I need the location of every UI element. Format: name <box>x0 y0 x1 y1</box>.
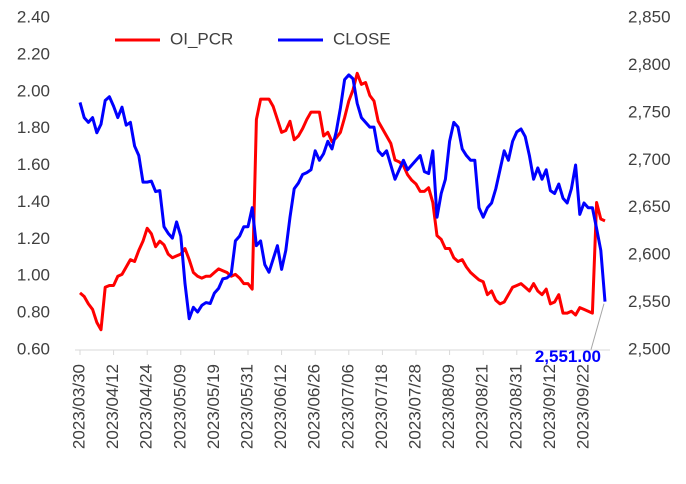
x-tick-label: 2023/09/12 <box>540 364 559 449</box>
y2-tick-label: 2,550 <box>628 292 671 311</box>
x-tick-label: 2023/05/09 <box>170 364 189 449</box>
y-tick-label: 2.20 <box>17 44 50 63</box>
x-tick-label: 2023/04/24 <box>137 364 156 449</box>
leader-line <box>590 303 605 350</box>
x-tick-label: 2023/07/06 <box>338 364 357 449</box>
y2-tick-label: 2,850 <box>628 7 671 26</box>
y-tick-label: 2.00 <box>17 81 50 100</box>
x-tick-label: 2023/04/12 <box>103 364 122 449</box>
x-tick-label: 2023/08/21 <box>473 364 492 449</box>
y-tick-label: 2.40 <box>17 7 50 26</box>
series-line <box>79 71 606 332</box>
x-tick-label: 2023/07/28 <box>405 364 424 449</box>
y-tick-label: 1.40 <box>17 192 50 211</box>
x-tick-label: 2023/05/19 <box>204 364 223 449</box>
y2-tick-label: 2,750 <box>628 102 671 121</box>
y2-tick-label: 2,800 <box>628 55 671 74</box>
y2-tick-label: 2,650 <box>628 197 671 216</box>
x-tick-label: 2023/08/09 <box>439 364 458 449</box>
data-label: 2,551.00 <box>535 347 601 366</box>
y2-tick-label: 2,500 <box>628 339 671 358</box>
y-tick-label: 0.60 <box>17 339 50 358</box>
legend-label: OI_PCR <box>170 29 233 48</box>
series-line <box>78 73 607 321</box>
x-tick-label: 2023/09/22 <box>573 364 592 449</box>
x-tick-label: 2023/05/31 <box>237 364 256 449</box>
y-tick-label: 0.80 <box>17 303 50 322</box>
legend-label: CLOSE <box>333 29 391 48</box>
y2-tick-label: 2,700 <box>628 150 671 169</box>
x-tick-label: 2023/08/31 <box>506 364 525 449</box>
x-tick-label: 2023/07/18 <box>372 364 391 449</box>
x-tick-label: 2023/06/26 <box>305 364 324 449</box>
x-tick-label: 2023/06/12 <box>271 364 290 449</box>
y-tick-label: 1.20 <box>17 229 50 248</box>
y-tick-label: 1.80 <box>17 118 50 137</box>
y2-tick-label: 2,600 <box>628 245 671 264</box>
y-tick-label: 1.00 <box>17 266 50 285</box>
x-tick-label: 2023/03/30 <box>69 364 88 449</box>
y-tick-label: 1.60 <box>17 155 50 174</box>
